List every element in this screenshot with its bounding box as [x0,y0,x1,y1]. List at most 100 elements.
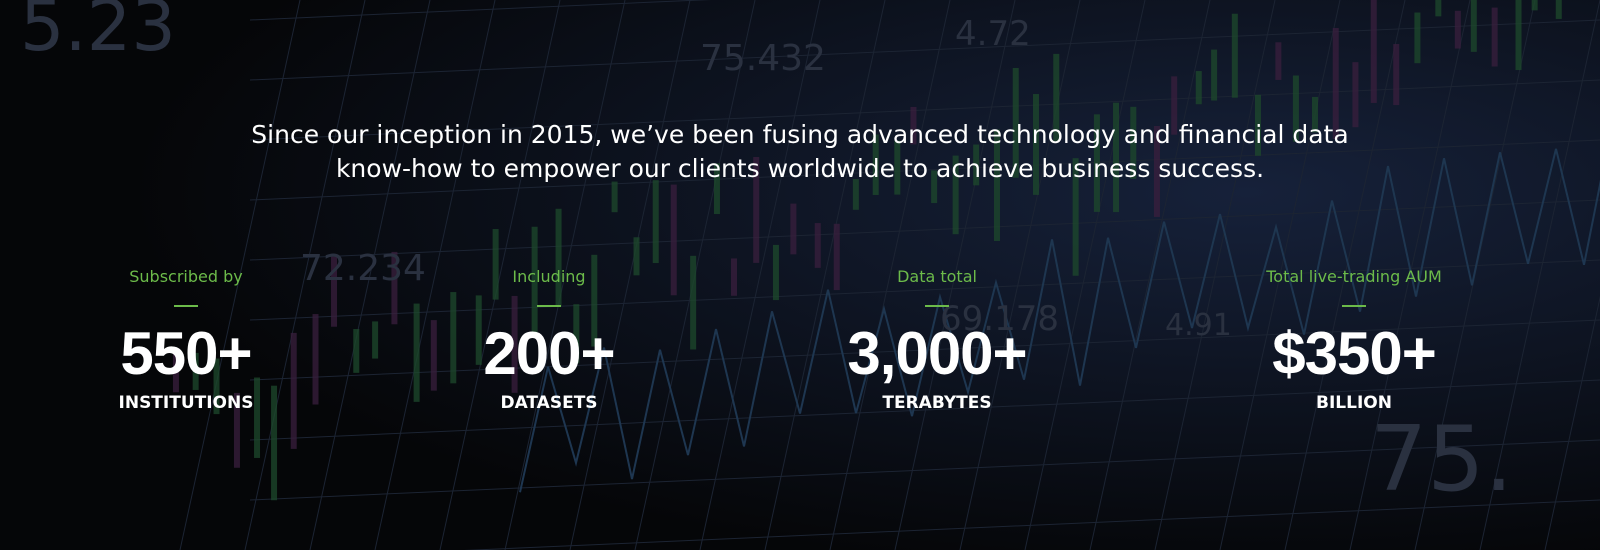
stat-divider [1342,305,1366,307]
candle [213,358,220,415]
candle [254,377,261,458]
candle [1370,0,1377,103]
candle [1393,44,1400,106]
candle [931,170,938,204]
candle [511,295,518,393]
grid-line [1219,0,1341,550]
grid-line [249,319,1600,381]
background-label: 4.91 [1165,308,1232,343]
background-label: 69.178 [940,299,1059,339]
candle [1093,114,1100,212]
candle [233,392,240,468]
candle [1470,0,1477,52]
grid-line [374,0,496,550]
candle [973,144,980,186]
stat-label: Data total [897,267,977,286]
candle [910,106,917,145]
grid-line [1349,0,1471,550]
grid-line [249,439,1600,501]
candle [531,226,538,335]
stat-divider [537,305,561,307]
stat-unit: TERABYTES [882,393,992,413]
candle [372,321,379,359]
stat: Including 200+ DATASETS [369,264,729,413]
grid-line [249,139,1600,201]
candle [1072,158,1079,276]
candle [1435,0,1442,17]
grid-line [249,379,1600,441]
candle [430,320,437,391]
grid-line [309,0,431,550]
grid-line [1089,0,1211,550]
candle [331,256,338,327]
candle [1113,102,1120,213]
intro-line: Since our inception in 2015, we’ve been … [251,120,1349,149]
candle [1531,0,1538,11]
price-line [519,148,1600,493]
background-label: 72.234 [300,248,426,289]
candle [1311,96,1318,133]
candle [1032,94,1039,195]
candle [814,223,821,268]
grid-line [439,0,561,550]
background-label: 75. [1370,407,1513,512]
intro: Since our inception in 2015, we’ve been … [0,118,1600,186]
grid-line [1284,0,1406,550]
candle [573,304,580,364]
grid-line [504,0,626,550]
candle [192,352,199,390]
candle [591,254,598,347]
background-label: 75.432 [700,38,826,79]
stat-label: Total live-trading AUM [1266,267,1442,286]
candle [790,203,797,255]
stat-unit: DATASETS [500,393,598,413]
candle [652,180,659,264]
candle [1211,49,1218,101]
intro-line: know-how to empower our clients worldwid… [335,154,1265,183]
grid-line [894,0,1016,550]
candle [353,329,360,373]
candle [952,155,959,235]
candle [731,258,738,296]
candle [555,208,562,307]
grid-line [959,0,1081,550]
candle [852,179,859,210]
candle [1332,28,1339,140]
candle [492,229,499,300]
candle [1130,106,1137,179]
candle [1231,13,1238,98]
candle [312,314,319,405]
candle [172,351,179,393]
grid-line [829,0,951,550]
candle [413,303,420,402]
candle [1195,71,1202,105]
stat-value: 550+ [120,320,252,387]
candle [1012,67,1019,178]
stat-value: $350+ [1272,320,1437,387]
candle [450,292,457,384]
grid-line [699,0,821,550]
candle [1171,76,1178,135]
grid-line [1479,0,1600,550]
candle [690,255,697,350]
stat-unit: BILLION [1316,393,1392,413]
candle [1292,75,1299,142]
candle [993,129,1000,242]
decor: 5.23 75.432 4.72 72.234 69.178 4.91 75. [20,0,1600,550]
grid-line [249,0,712,21]
stat-label: Including [512,267,586,286]
candle [872,134,879,195]
candle [753,157,760,263]
candle [1555,0,1562,19]
grid-line [764,0,886,550]
candle [1275,42,1282,80]
stat: Total live-trading AUM $350+ BILLION [1174,264,1534,413]
candle [1153,125,1160,217]
stat-unit: INSTITUTIONS [118,393,254,413]
candle [1352,62,1359,128]
candle [271,385,278,501]
stat: Subscribed by 550+ INSTITUTIONS [6,264,366,413]
candle [772,244,779,301]
